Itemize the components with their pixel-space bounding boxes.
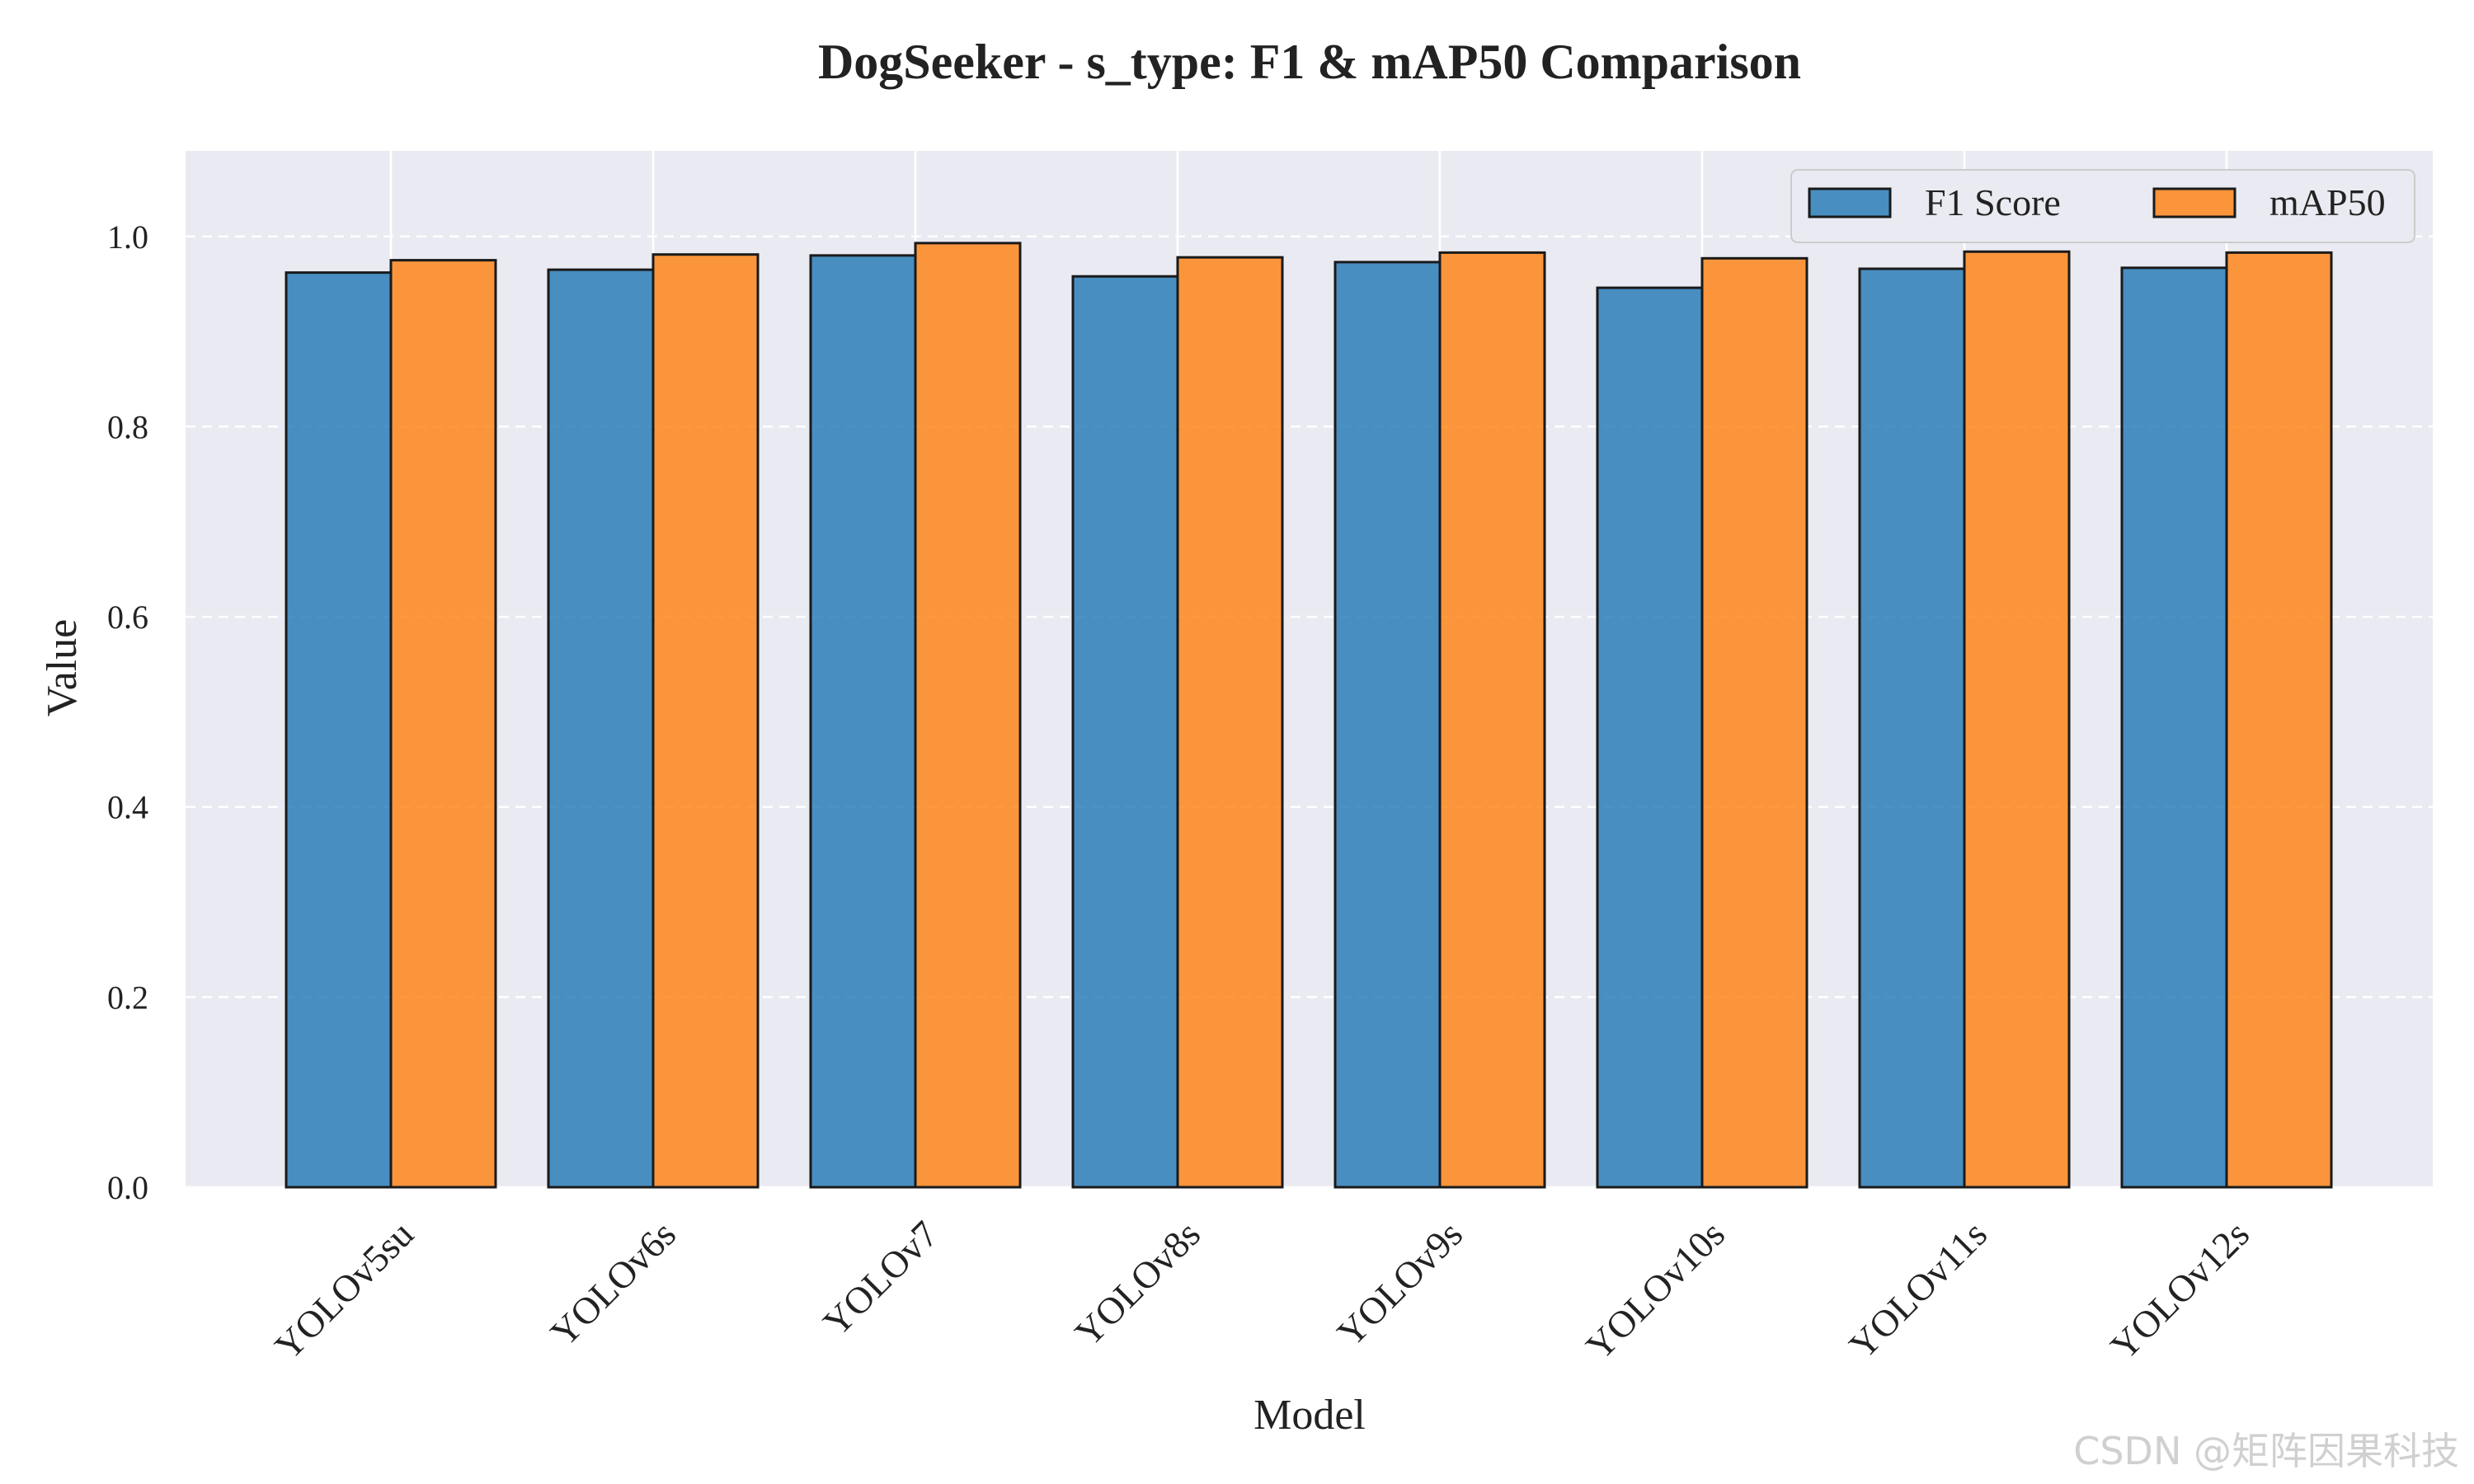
x-tick-label: YOLOv8s [1066,1213,1208,1355]
y-tick-label: 1.0 [107,218,148,256]
y-tick-label: 0.6 [107,599,148,636]
legend-swatch [2152,187,2236,218]
bar-map50-yolov11s [1963,250,2071,1189]
x-axis: YOLOv5su YOLOv6s YOLOv7 YOLOv8s YOLOv9s YOLOv… [266,1213,2257,1368]
bar-map50-yolov8s [1176,256,1284,1189]
plot-area [186,151,2433,1187]
x-tick-label: YOLOv6s [542,1213,684,1355]
y-tick-label: 0.0 [107,1169,148,1206]
watermark: CSDN @矩阵因果科技 [2073,1429,2459,1473]
x-axis-label: Model [1253,1392,1366,1439]
bar-map50-yolov10s [1700,256,1808,1189]
x-tick-label: YOLOv9s [1329,1213,1470,1355]
bar-f1-score-yolov6s [547,268,655,1189]
bar-f1-score-yolov10s [1596,286,1704,1189]
legend-label: mAP50 [2269,181,2386,223]
bar-f1-score-yolov11s [1858,267,1966,1189]
y-axis: 0.0 0.2 0.4 0.6 0.8 1.0 [107,218,148,1206]
bars [285,242,2333,1189]
bar-f1-score-yolov9s [1333,261,1442,1189]
bar-f1-score-yolov8s [1071,275,1179,1189]
bar-f1-score-yolov12s [2120,266,2228,1189]
y-tick-label: 0.8 [107,408,148,445]
bar-map50-yolov12s [2225,251,2333,1189]
x-tick-label: YOLOv7 [815,1213,946,1344]
legend: F1 Score mAP50 [1790,169,2415,243]
bar-map50-yolov5su [389,259,497,1189]
legend-swatch [1808,187,1892,218]
legend-frame [1790,169,2415,243]
x-tick-label: YOLOv11s [1841,1213,1995,1367]
y-tick-label: 0.2 [107,979,148,1016]
legend-label: F1 Score [1925,181,2061,223]
chart-title: DogSeeker - s_type: F1 & mAP50 Compariso… [818,35,1801,89]
x-tick-label: YOLOv5su [266,1213,421,1368]
x-tick-label: YOLOv12s [2102,1213,2257,1368]
bar-map50-yolov9s [1438,251,1546,1189]
bar-f1-score-yolov5su [285,271,393,1189]
bar-map50-yolov7 [914,242,1022,1189]
bar-f1-score-yolov7 [809,254,917,1189]
y-axis-label: Value [39,619,86,716]
bar-map50-yolov6s [651,253,760,1189]
x-tick-label: YOLOv10s [1578,1213,1733,1368]
y-tick-label: 0.4 [107,789,148,826]
